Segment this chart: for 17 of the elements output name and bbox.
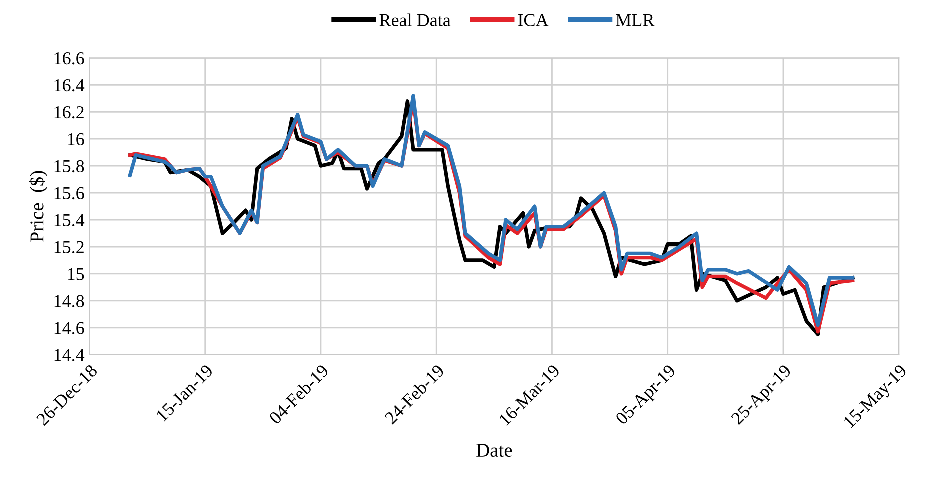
y-tick-label: 15 bbox=[68, 268, 84, 280]
x-axis-title: Date bbox=[476, 444, 512, 458]
y-tick-label: 15.2 bbox=[54, 241, 84, 254]
y-axis-title: Price ($) bbox=[29, 171, 48, 242]
y-tick-label: 14.4 bbox=[54, 349, 85, 362]
y-tick-label: 15.4 bbox=[54, 214, 85, 227]
y-tick-label: 16.6 bbox=[54, 52, 84, 65]
y-tick-label: 16.4 bbox=[54, 79, 85, 92]
y-tick-label: 15.8 bbox=[54, 160, 84, 173]
y-tick-label: 16.2 bbox=[54, 106, 84, 119]
y-tick-label: 14.8 bbox=[54, 295, 84, 308]
y-tick-label: 14.6 bbox=[54, 322, 84, 334]
legend-label: ICA bbox=[518, 14, 549, 26]
legend-label: MLR bbox=[616, 14, 655, 26]
y-tick-label: 16 bbox=[68, 133, 84, 146]
y-tick-label: 15.6 bbox=[54, 187, 84, 200]
legend-label: Real Data bbox=[380, 14, 451, 26]
